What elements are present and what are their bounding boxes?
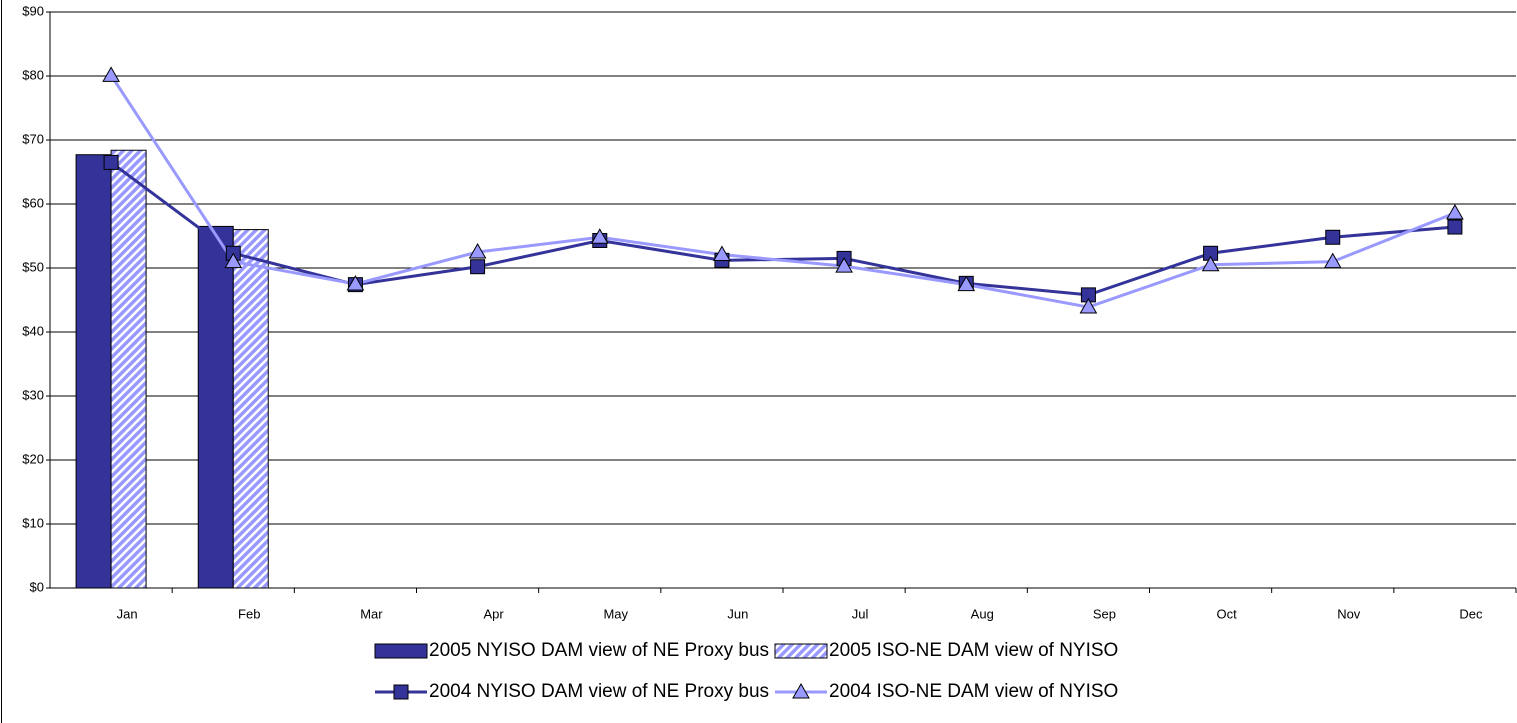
y-tick-label: $90 <box>22 3 44 18</box>
y-tick-label: $60 <box>22 195 44 210</box>
line <box>109 74 1456 309</box>
y-tick-label: $80 <box>22 67 44 82</box>
x-tick-label: Mar <box>360 606 383 621</box>
marker <box>590 228 609 244</box>
bar <box>75 154 112 589</box>
x-tick-label: Dec <box>1459 606 1483 621</box>
legend-label: 2005 NYISO DAM view of NE Proxy bus <box>429 640 769 661</box>
y-tick-label: $70 <box>22 131 44 146</box>
marker <box>102 66 120 82</box>
marker <box>1325 229 1341 245</box>
x-tick-label: Jan <box>117 606 138 621</box>
legend-swatch <box>374 643 428 659</box>
marker <box>393 684 409 700</box>
legend-label: 2004 ISO-NE DAM view of NYISO <box>829 681 1118 702</box>
y-tick-label: $20 <box>22 451 44 466</box>
marker <box>792 682 810 699</box>
bar <box>232 229 269 589</box>
x-tick-label: Nov <box>1337 606 1361 621</box>
y-tick-label: $30 <box>22 387 44 402</box>
y-tick-label: $40 <box>22 323 44 338</box>
legend-swatch <box>774 643 828 659</box>
y-tick-label: $50 <box>22 259 44 274</box>
x-tick-label: Oct <box>1216 606 1237 621</box>
x-tick-label: Aug <box>971 606 994 621</box>
x-tick-label: Jul <box>852 606 869 621</box>
marker <box>1446 203 1464 220</box>
bar <box>197 225 234 589</box>
marker <box>103 154 119 170</box>
marker <box>470 259 486 275</box>
y-tick-label: $10 <box>22 515 44 530</box>
marker <box>957 275 976 292</box>
x-tick-label: Apr <box>483 606 504 621</box>
legend-label: 2004 NYISO DAM view of NE Proxy bus <box>429 681 769 702</box>
x-tick-label: May <box>603 606 628 621</box>
bar <box>110 149 147 589</box>
marker <box>713 245 731 262</box>
marker <box>224 252 243 269</box>
marker <box>1447 219 1463 235</box>
x-tick-label: Jun <box>727 606 748 621</box>
y-tick-label: $0 <box>30 579 44 594</box>
marker <box>346 274 365 291</box>
x-tick-label: Feb <box>238 606 260 621</box>
marker <box>1201 255 1220 272</box>
marker <box>468 242 487 259</box>
marker <box>1079 298 1098 314</box>
legend-label: 2005 ISO-NE DAM view of NYISO <box>829 640 1118 661</box>
marker <box>835 257 853 273</box>
marker <box>1323 252 1342 269</box>
x-tick-label: Sep <box>1093 606 1116 621</box>
